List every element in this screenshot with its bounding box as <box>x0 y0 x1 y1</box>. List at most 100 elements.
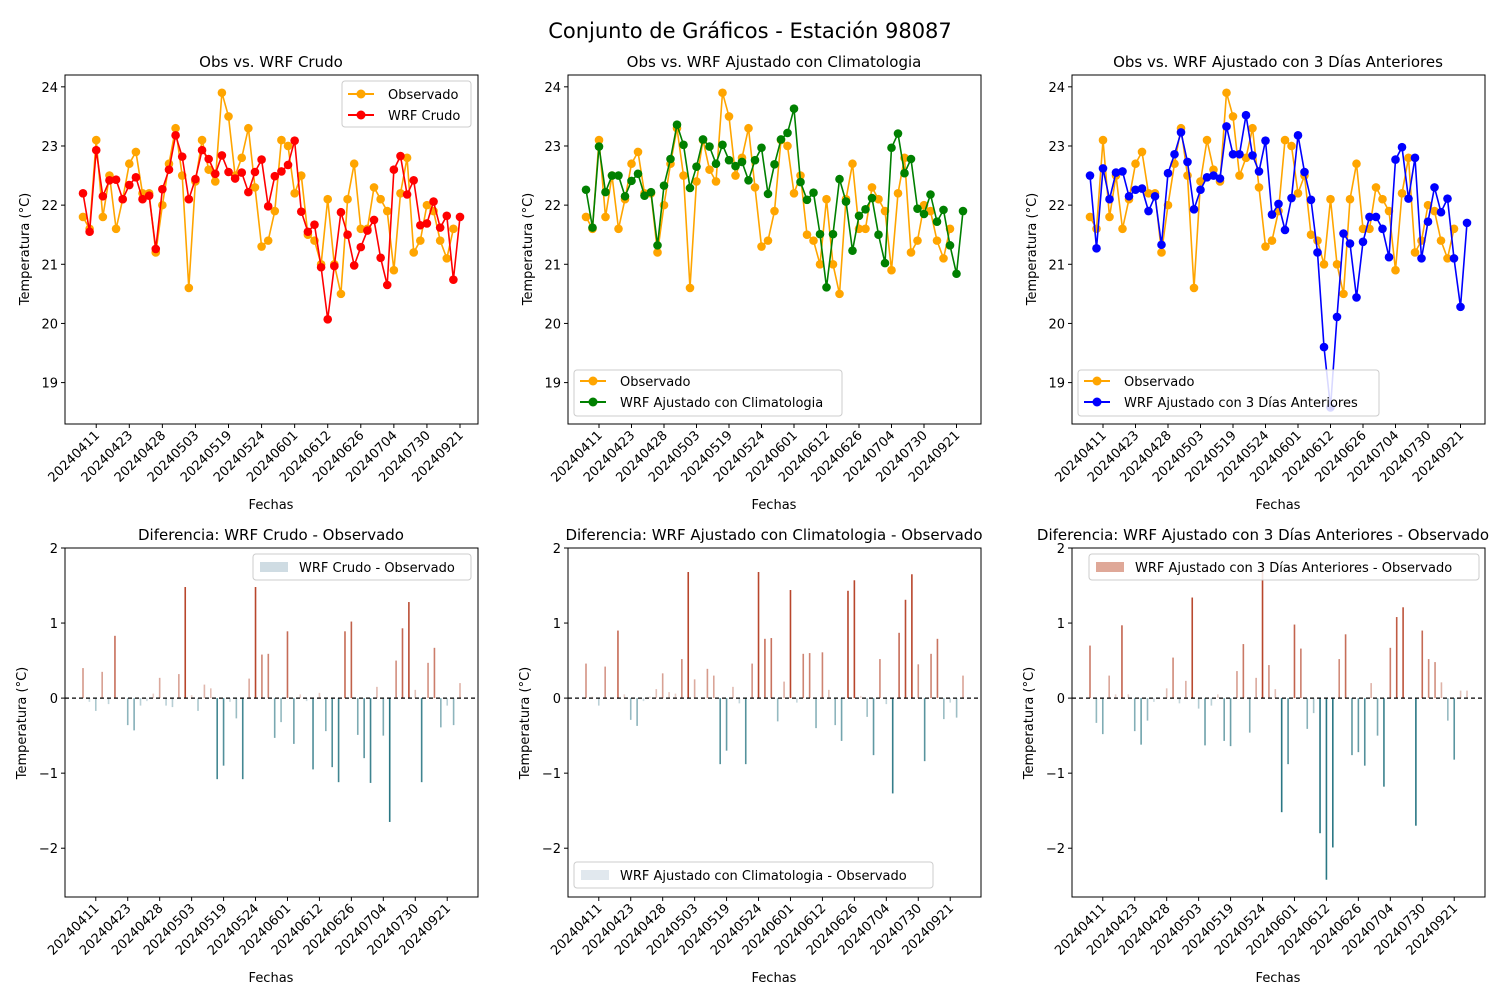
data-point-wrf <box>607 171 617 180</box>
data-point-wrf <box>330 261 339 271</box>
y-axis-label: Temperatura (°C) <box>518 667 533 780</box>
difference-bar <box>1376 698 1379 736</box>
y-tick-label: 2 <box>1057 542 1065 557</box>
data-point-wrf <box>945 241 955 250</box>
y-tick-label: 1 <box>1057 617 1065 632</box>
difference-bar <box>325 698 327 732</box>
data-point-wrf <box>158 184 167 194</box>
legend-label-observado: Observado <box>388 88 459 103</box>
difference-bar <box>1466 690 1468 699</box>
data-point-wrf <box>1384 252 1394 262</box>
difference-bar <box>585 663 587 699</box>
data-point-wrf <box>1449 254 1459 263</box>
data-point-wrf <box>144 191 154 200</box>
difference-bar <box>178 674 180 699</box>
difference-bar <box>751 663 753 699</box>
difference-bar <box>158 677 161 699</box>
y-tick-label: 20 <box>544 317 561 332</box>
data-point-observado <box>184 283 194 293</box>
difference-bar <box>872 698 875 756</box>
difference-bar <box>286 631 289 699</box>
data-point-wrf <box>757 143 766 153</box>
data-point-wrf <box>880 258 890 268</box>
difference-bar <box>853 580 856 699</box>
data-point-wrf <box>932 217 942 226</box>
y-tick-label: 21 <box>41 258 58 273</box>
axes-frame <box>567 74 982 425</box>
data-point-wrf <box>138 194 147 204</box>
difference-bar <box>376 686 378 699</box>
difference-bar <box>222 698 225 766</box>
legend-swatch <box>260 562 288 572</box>
y-tick-label: 24 <box>41 81 58 96</box>
difference-bar <box>617 630 619 699</box>
figure-suptitle: Conjunto de Gráficos - Estación 98087 <box>548 19 952 43</box>
data-point-wrf <box>958 206 968 216</box>
data-point-observado <box>1352 159 1361 169</box>
data-point-observado <box>653 248 662 257</box>
difference-bar <box>930 653 932 699</box>
difference-bar <box>299 694 302 699</box>
data-point-wrf <box>698 135 708 144</box>
data-point-observado <box>718 88 727 98</box>
data-point-wrf <box>336 207 346 217</box>
difference-bar <box>668 692 670 699</box>
data-point-observado <box>323 194 333 204</box>
data-point-wrf <box>296 207 306 216</box>
data-point-wrf <box>449 275 458 284</box>
data-point-observado <box>1131 159 1140 169</box>
legend: Observado WRF Ajustado con 3 Días Anteri… <box>1077 369 1380 417</box>
data-point-observado <box>1371 183 1381 192</box>
data-point-observado <box>244 123 253 133</box>
difference-bar <box>344 631 346 699</box>
data-point-observado <box>1326 194 1335 204</box>
legend-marker-wrf <box>588 397 598 407</box>
data-point-wrf <box>277 167 286 176</box>
data-point-observado <box>887 265 896 275</box>
data-point-observado <box>750 183 760 192</box>
difference-bar <box>261 654 263 699</box>
difference-bar <box>1101 698 1104 735</box>
difference-bar <box>459 683 461 699</box>
difference-bar <box>661 673 664 699</box>
data-point-wrf <box>1209 171 1218 180</box>
legend-label-wrf: WRF Crudo <box>388 109 460 124</box>
difference-bar <box>1415 698 1417 826</box>
legend-frame <box>573 369 843 417</box>
data-point-wrf <box>627 176 636 186</box>
data-point-wrf <box>177 152 187 161</box>
y-tick-label: 24 <box>1048 81 1065 96</box>
data-point-wrf <box>1137 184 1147 193</box>
y-tick-label: 21 <box>1048 258 1065 273</box>
data-point-wrf <box>349 261 359 270</box>
data-point-observado <box>343 194 352 204</box>
difference-bar <box>828 689 830 699</box>
data-point-wrf <box>105 175 114 185</box>
data-point-wrf <box>1417 254 1426 263</box>
data-point-observado <box>1105 212 1114 222</box>
data-point-observado <box>1378 194 1387 204</box>
data-point-observado <box>1345 194 1355 204</box>
data-point-observado <box>1391 265 1400 275</box>
y-axis-label: Temperatura (°C) <box>18 193 33 306</box>
data-point-observado <box>1085 212 1095 222</box>
y-tick-label: 19 <box>41 377 58 392</box>
data-point-wrf <box>1280 225 1290 235</box>
data-point-observado <box>1144 189 1153 198</box>
difference-bar <box>815 698 817 729</box>
data-point-observado <box>1209 165 1218 174</box>
difference-bar <box>1389 647 1392 699</box>
data-point-observado <box>376 194 385 204</box>
panel-title: Diferencia: WRF Ajustado con 3 Días Ante… <box>1037 526 1489 544</box>
data-point-wrf <box>848 246 857 255</box>
difference-bar <box>693 679 696 699</box>
data-point-wrf <box>1410 153 1420 163</box>
legend-marker-observado <box>356 89 366 99</box>
data-point-observado <box>1254 183 1264 192</box>
data-point-wrf <box>867 193 877 203</box>
y-tick-label: 23 <box>1048 140 1065 155</box>
data-point-observado <box>449 224 458 234</box>
data-point-wrf <box>744 175 753 185</box>
data-point-wrf <box>1300 167 1309 177</box>
difference-bar <box>408 602 410 699</box>
